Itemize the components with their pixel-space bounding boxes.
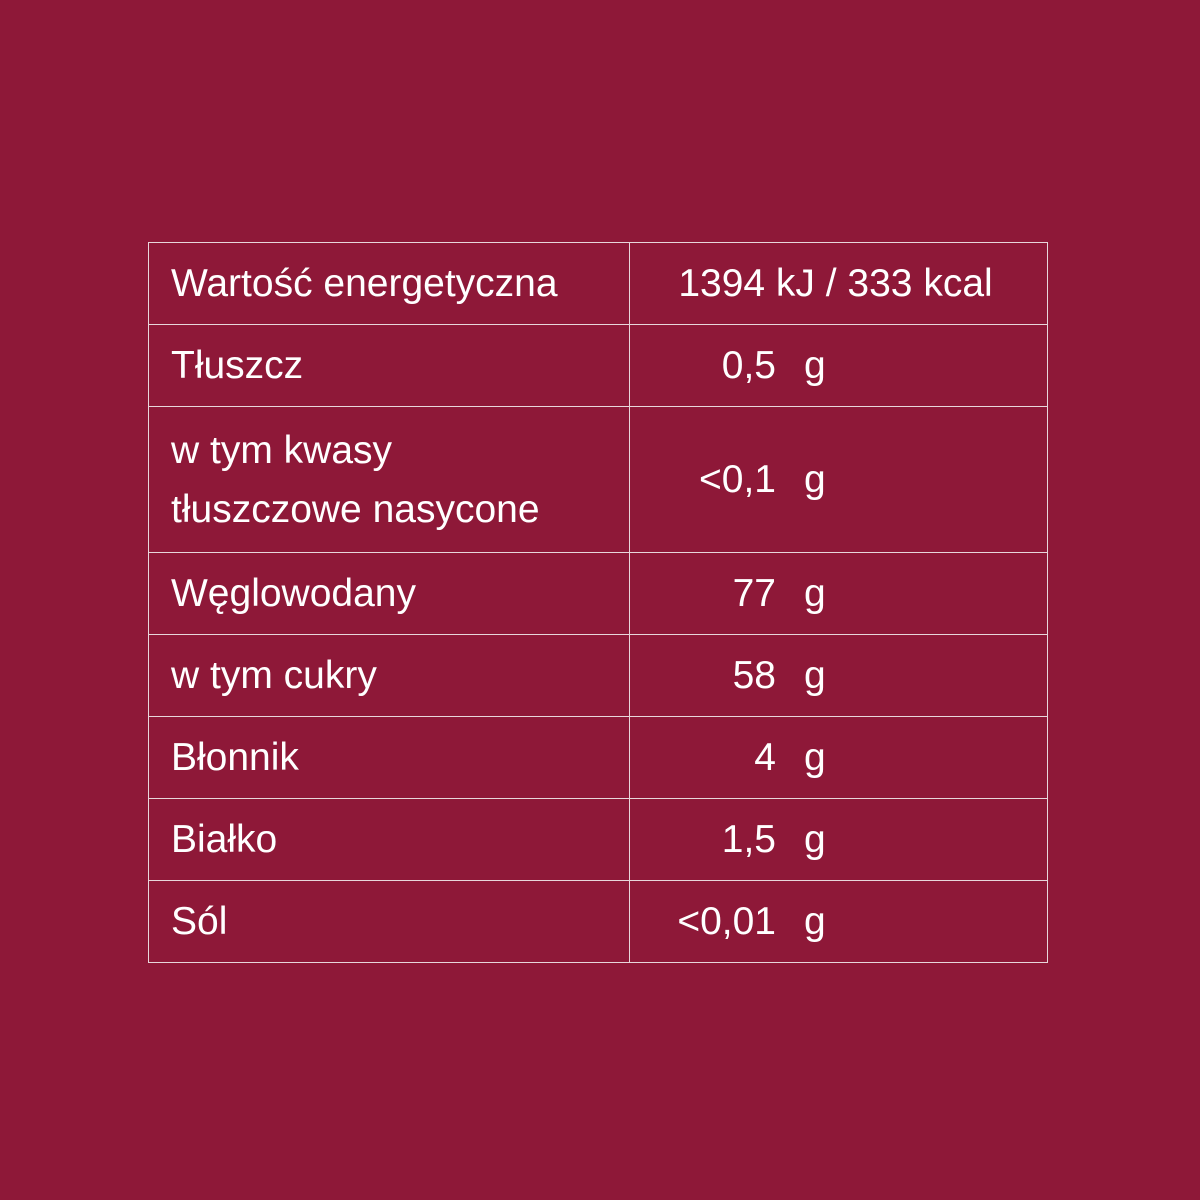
nutrition-table: Wartość energetyczna 1394 kJ / 333 kcal … (148, 242, 1048, 963)
nutrient-unit: g (804, 899, 826, 943)
nutrient-amount: <0,01 (677, 899, 776, 943)
nutrient-amount: 1,5 (721, 817, 776, 861)
table-row-energy: Wartość energetyczna 1394 kJ / 333 kcal (149, 243, 1048, 325)
table-row: w tym kwasy tłuszczowe nasycone <0,1 g (149, 407, 1048, 553)
nutrient-name: w tym cukry (149, 635, 630, 716)
nutrient-name: Białko (149, 799, 630, 880)
nutrient-name: w tym kwasy tłuszczowe nasycone (149, 407, 630, 552)
nutrient-name: Sól (149, 881, 630, 962)
table-row: w tym cukry 58 g (149, 635, 1048, 717)
nutrient-value-cell: <0,01 g (630, 881, 1048, 962)
nutrient-unit: g (804, 571, 826, 615)
nutrient-amount: 58 (732, 653, 776, 697)
nutrient-value-cell: 0,5 g (630, 325, 1048, 406)
energy-value: 1394 kJ / 333 kcal (678, 261, 993, 305)
nutrient-unit: g (804, 653, 826, 697)
nutrient-label: w tym cukry (171, 654, 377, 697)
nutrient-value-cell: <0,1 g (630, 407, 1048, 552)
table-row: Węglowodany 77 g (149, 553, 1048, 635)
nutrient-amount: 77 (732, 571, 776, 615)
table-row: Tłuszcz 0,5 g (149, 325, 1048, 407)
nutrient-name: Błonnik (149, 717, 630, 798)
nutrient-name: Tłuszcz (149, 325, 630, 406)
nutrient-label: tłuszczowe nasycone (171, 487, 540, 531)
nutrient-label: Węglowodany (171, 572, 416, 615)
nutrient-label: Białko (171, 818, 278, 861)
nutrient-label: Błonnik (171, 736, 299, 779)
nutrient-amount: <0,1 (699, 457, 776, 501)
nutrient-unit: g (804, 343, 826, 387)
nutrient-label: w tym kwasy (171, 428, 393, 472)
table-row: Sól <0,01 g (149, 881, 1048, 963)
nutrient-amount: 0,5 (721, 343, 776, 387)
nutrient-name: Węglowodany (149, 553, 630, 634)
nutrient-value-cell: 77 g (630, 553, 1048, 634)
nutrient-label: Tłuszcz (171, 344, 304, 387)
nutrient-value-cell: 1,5 g (630, 799, 1048, 880)
nutrient-name: Wartość energetyczna (149, 243, 630, 324)
nutrient-unit: g (804, 735, 826, 779)
nutrient-amount: 4 (754, 735, 776, 779)
table-row: Białko 1,5 g (149, 799, 1048, 881)
nutrient-value-cell: 1394 kJ / 333 kcal (630, 243, 1048, 324)
nutrient-unit: g (804, 457, 826, 501)
nutrient-label: Sól (171, 900, 228, 943)
nutrient-label: Wartość energetyczna (171, 262, 558, 305)
nutrient-value-cell: 58 g (630, 635, 1048, 716)
nutrient-unit: g (804, 817, 826, 861)
